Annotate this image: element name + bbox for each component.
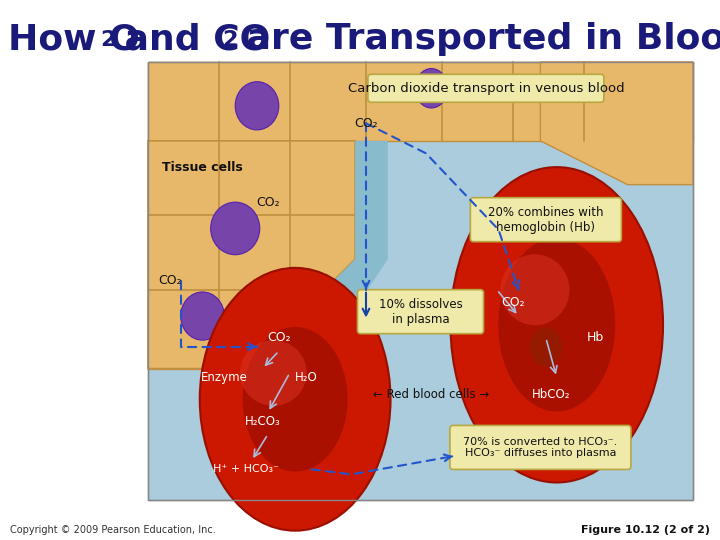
Text: 2: 2	[222, 30, 238, 50]
FancyBboxPatch shape	[358, 289, 484, 334]
Text: Carbon dioxide transport in venous blood: Carbon dioxide transport in venous blood	[348, 82, 624, 95]
Text: Tissue cells: Tissue cells	[162, 160, 243, 174]
Text: CO₂: CO₂	[267, 332, 291, 345]
Text: CO₂: CO₂	[256, 195, 279, 208]
Ellipse shape	[529, 327, 562, 367]
Text: 2: 2	[100, 30, 115, 50]
Text: 70% is converted to HCO₃⁻.
HCO₃⁻ diffuses into plasma: 70% is converted to HCO₃⁻. HCO₃⁻ diffuse…	[463, 437, 618, 458]
Text: CO₂: CO₂	[354, 117, 378, 130]
Ellipse shape	[415, 69, 448, 108]
Ellipse shape	[199, 268, 390, 531]
Ellipse shape	[211, 202, 260, 255]
FancyBboxPatch shape	[450, 426, 631, 469]
Bar	[148, 62, 693, 500]
Text: Hb: Hb	[586, 332, 603, 345]
Ellipse shape	[500, 254, 570, 325]
Text: Figure 10.12 (2 of 2): Figure 10.12 (2 of 2)	[581, 525, 710, 535]
Ellipse shape	[235, 82, 279, 130]
Text: H₂O: H₂O	[294, 371, 318, 384]
Text: How O: How O	[8, 22, 140, 56]
Bar	[148, 141, 355, 369]
Polygon shape	[284, 141, 388, 390]
Text: H₂CO₃: H₂CO₃	[245, 415, 280, 428]
Ellipse shape	[243, 327, 348, 471]
Text: Enzyme: Enzyme	[201, 371, 248, 384]
Ellipse shape	[451, 167, 663, 482]
Bar	[148, 62, 693, 141]
Ellipse shape	[181, 292, 225, 340]
FancyBboxPatch shape	[368, 75, 604, 102]
Ellipse shape	[498, 238, 615, 411]
Text: Copyright © 2009 Pearson Education, Inc.: Copyright © 2009 Pearson Education, Inc.	[10, 525, 216, 535]
Text: 10% dissolves
in plasma: 10% dissolves in plasma	[379, 298, 462, 326]
Text: and CO: and CO	[112, 22, 271, 56]
Bar	[148, 62, 693, 500]
Polygon shape	[541, 62, 693, 185]
Ellipse shape	[240, 340, 307, 406]
FancyBboxPatch shape	[470, 198, 621, 242]
Text: ← Red blood cells →: ← Red blood cells →	[373, 388, 490, 401]
Text: are Transported in Blood: are Transported in Blood	[234, 22, 720, 56]
Text: CO₂: CO₂	[501, 296, 525, 309]
Text: H⁺ + HCO₃⁻: H⁺ + HCO₃⁻	[213, 464, 279, 474]
Text: CO₂: CO₂	[158, 274, 181, 287]
Polygon shape	[148, 141, 355, 369]
Text: 20% combines with
hemoglobin (Hb): 20% combines with hemoglobin (Hb)	[488, 206, 603, 234]
Text: HbCO₂: HbCO₂	[532, 388, 570, 401]
